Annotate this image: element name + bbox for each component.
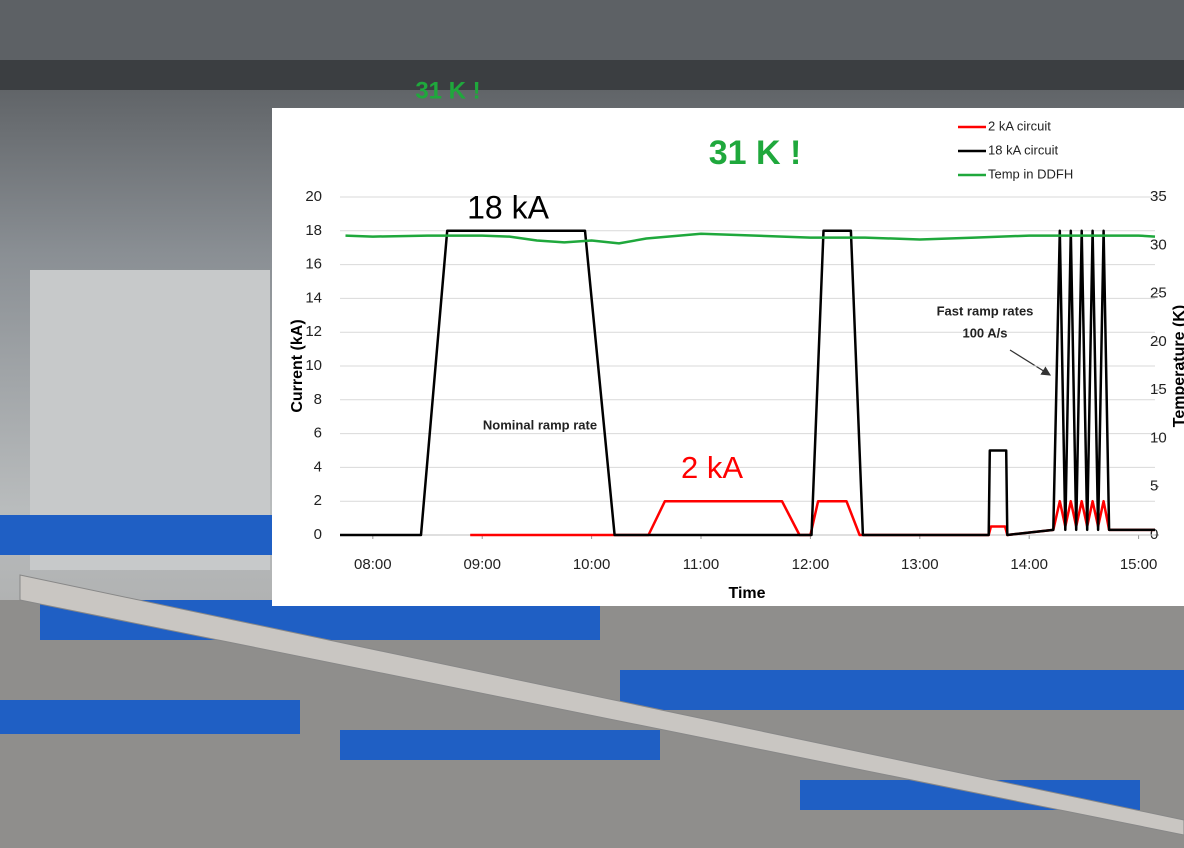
x-tick-label: 15:00 [1120,556,1158,573]
annotation: 2 kA [681,450,743,485]
page: {"chart_data": {"type": "line", "title":… [0,0,1184,848]
annotation: Nominal ramp rate [483,417,597,432]
x-tick-label: 13:00 [901,556,939,573]
y2-tick-label: 10 [1150,429,1167,446]
y2-tick-label: 20 [1150,333,1167,350]
fence [340,730,660,760]
annotation: 18 kA [467,189,549,225]
x-tick-label: 08:00 [354,556,392,573]
fence [0,515,280,555]
y-tick-label: 14 [305,289,322,306]
legend-label: 18 kA circuit [988,142,1058,157]
y-tick-label: 20 [305,188,322,205]
annotation: Fast ramp rates [937,303,1034,318]
y-tick-label: 16 [305,256,322,273]
y-tick-label: 10 [305,357,322,374]
y2-tick-label: 30 [1150,236,1167,253]
y2-axis-label: Temperature (K) [1171,305,1184,427]
chart-title: 31 K ! [709,134,802,172]
y-tick-label: 2 [314,492,322,509]
x-tick-label: 11:00 [683,556,719,573]
y-tick-label: 12 [305,323,322,340]
y2-tick-label: 25 [1150,285,1167,302]
x-tick-label: 09:00 [463,556,501,573]
x-tick-label: 12:00 [792,556,830,573]
annotation: 31 K ! [415,77,480,104]
y-tick-label: 18 [305,222,322,239]
y-axis-label: Current (kA) [289,319,306,412]
y2-tick-label: 35 [1150,188,1167,205]
annotation: 100 A/s [962,325,1007,340]
y-tick-label: 0 [314,526,322,543]
y-tick-label: 8 [314,391,322,408]
y2-tick-label: 15 [1150,381,1167,398]
y-tick-label: 6 [314,425,322,442]
cable-tray [0,60,1184,90]
x-tick-label: 10:00 [573,556,611,573]
legend-label: 2 kA circuit [988,118,1051,133]
screen: 0 2 4 6 8 10 12 14 16 18 20 0 5 10 15 20 25 30 35 08:00 09:0… [0,0,1184,848]
fence [0,700,300,734]
x-axis-label: Time [728,585,765,602]
fence [620,670,1184,710]
ceiling-tray [0,0,1184,60]
y-tick-label: 4 [314,458,322,475]
y2-tick-label: 5 [1150,478,1158,495]
legend-label: Temp in DDFH [988,166,1073,181]
x-tick-label: 14:00 [1010,556,1048,573]
y2-tick-label: 0 [1150,526,1158,543]
